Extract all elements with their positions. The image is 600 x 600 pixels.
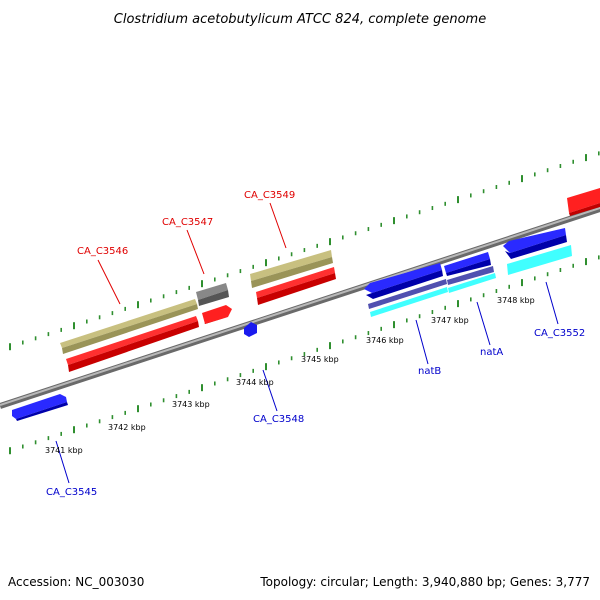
topology-text: Topology: circular; Length: 3,940,880 bp… (259, 575, 590, 589)
gene-label-ca-c3546: CA_C3546 (77, 246, 128, 257)
accession-text: Accession: NC_003030 (8, 575, 144, 589)
gene-label-natb: natB (418, 366, 441, 377)
kbp-label: 3748 kbp (497, 296, 535, 305)
forward-gene-labels: CA_C3546 CA_C3547 CA_C3549 (77, 190, 295, 257)
gene-label-ca-c3549: CA_C3549 (244, 190, 295, 201)
gene-label-nata: natA (480, 347, 503, 358)
gene-natb[interactable] (364, 263, 443, 299)
gene-cyan-2[interactable] (448, 273, 496, 293)
genome-backbone (0, 206, 600, 409)
gene-purple-1[interactable] (368, 279, 447, 309)
gene-red-1[interactable] (66, 316, 199, 372)
gene-label-ca-c3547: CA_C3547 (162, 217, 213, 228)
gene-ca-c3546[interactable] (60, 299, 198, 354)
gene-ca-c3549[interactable] (250, 250, 333, 288)
gene-label-ca-c3545: CA_C3545 (46, 487, 97, 498)
gene-ca-c3552[interactable] (503, 228, 567, 259)
gene-red-3[interactable] (256, 267, 336, 305)
gene-red-4[interactable] (567, 188, 600, 216)
genome-title: Clostridium acetobutylicum ATCC 824, com… (114, 12, 486, 27)
gene-red-2[interactable] (202, 305, 232, 324)
kbp-label: 3745 kbp (301, 355, 339, 364)
kbp-labels: 3741 kbp 3742 kbp 3743 kbp 3744 kbp 3745… (45, 296, 535, 455)
gene-label-ca-c3552: CA_C3552 (534, 328, 585, 339)
reverse-tick-row (9, 255, 600, 455)
gene-ca-c3547[interactable] (196, 283, 229, 306)
kbp-label: 3742 kbp (108, 423, 146, 432)
gene-cyan-3[interactable] (507, 245, 572, 275)
gene-purple-2[interactable] (447, 266, 494, 285)
kbp-label: 3743 kbp (172, 400, 210, 409)
leader-lines (55, 202, 559, 484)
forward-tick-row (9, 151, 600, 351)
gene-features (12, 188, 600, 421)
gene-ca-c3548[interactable] (244, 322, 257, 337)
kbp-label: 3747 kbp (431, 316, 469, 325)
gene-ca-c3545[interactable] (12, 394, 68, 421)
kbp-label: 3744 kbp (236, 378, 274, 387)
gene-nata[interactable] (444, 252, 491, 276)
kbp-label: 3746 kbp (366, 336, 404, 345)
gene-label-ca-c3548: CA_C3548 (253, 414, 304, 425)
gene-cyan-1[interactable] (370, 287, 448, 317)
kbp-label: 3741 kbp (45, 446, 83, 455)
reverse-gene-labels: CA_C3545 CA_C3548 natB natA CA_C3552 (46, 328, 585, 498)
